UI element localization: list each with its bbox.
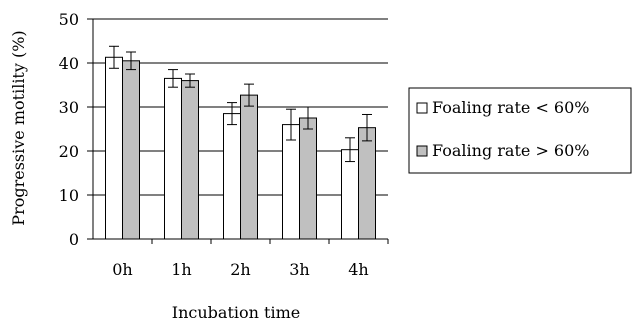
bar-1h-series-1 (164, 77, 182, 240)
x-tick-label-2h: 2h (230, 260, 250, 279)
bar-0h-series-1 (105, 56, 123, 240)
legend-swatch-series-1 (416, 102, 428, 114)
legend: Foaling rate < 60% Foaling rate > 60% (408, 87, 632, 174)
y-tick-label-10: 10 (59, 186, 79, 205)
y-tick-label-40: 40 (59, 54, 79, 73)
bar-3h-series-2 (299, 117, 317, 240)
legend-label-series-1: Foaling rate < 60% (432, 98, 590, 117)
y-tick-label-30: 30 (59, 98, 79, 117)
legend-label-series-2: Foaling rate > 60% (432, 141, 590, 160)
bar-2h-series-2 (240, 94, 258, 240)
x-tick-label-0h: 0h (112, 260, 132, 279)
x-tick-label-1h: 1h (171, 260, 191, 279)
bars-group (105, 56, 376, 240)
y-tick-label-20: 20 (59, 142, 79, 161)
x-axis-title: Incubation time (172, 303, 300, 322)
x-tick-label-4h: 4h (348, 260, 368, 279)
legend-frame (408, 87, 632, 174)
error-bars-group (109, 45, 372, 163)
axes-group: 0 10 20 30 40 50 0h 1h 2h 3h 4h (59, 10, 389, 279)
y-tick-label-0: 0 (69, 230, 79, 249)
bar-1h-series-2 (181, 80, 199, 240)
bar-3h-series-1 (282, 124, 300, 240)
legend-swatch-series-2 (416, 145, 428, 157)
bar-4h-series-2 (358, 127, 376, 240)
bar-0h-series-2 (122, 60, 140, 240)
y-tick-label-50: 50 (59, 10, 79, 29)
y-axis-title: Progressive motility (%) (9, 30, 28, 225)
bar-4h-series-1 (341, 149, 359, 240)
bar-2h-series-1 (223, 113, 241, 240)
x-tick-label-3h: 3h (289, 260, 309, 279)
